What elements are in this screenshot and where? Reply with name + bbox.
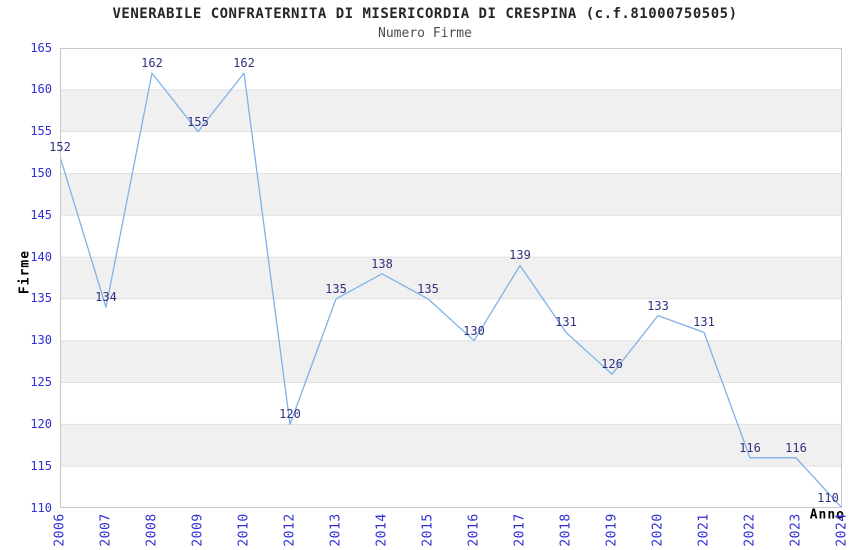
x-tick-label: 2015 (420, 513, 436, 547)
x-tick-label: 2008 (144, 513, 160, 547)
x-tick-label: 2014 (374, 513, 390, 547)
plot-border (60, 48, 842, 508)
data-label: 120 (279, 407, 301, 422)
y-tick-label: 145 (30, 207, 52, 222)
data-label: 116 (785, 440, 807, 455)
data-label: 135 (417, 281, 439, 296)
data-label: 131 (555, 315, 577, 330)
x-tick-label: 2009 (190, 513, 206, 547)
plot-band (60, 340, 842, 383)
plot-band (60, 173, 842, 216)
series-line (60, 72, 842, 508)
plot-band (60, 215, 842, 258)
y-tick-label: 160 (30, 82, 52, 97)
x-tick-label: 2024 (834, 513, 850, 547)
y-tick-label: 110 (30, 500, 52, 515)
plot-band (60, 131, 842, 174)
data-label: 152 (49, 139, 71, 154)
plot-band (60, 382, 842, 425)
y-tick-label: 150 (30, 165, 52, 180)
x-tick-label: 2012 (282, 513, 298, 547)
x-tick-label: 2013 (328, 513, 344, 547)
data-label: 155 (187, 114, 209, 129)
x-tick-label: 2007 (98, 513, 114, 547)
x-tick-label: 2022 (742, 513, 758, 547)
data-label: 138 (371, 256, 393, 271)
y-tick-label: 155 (30, 124, 52, 139)
data-label: 133 (647, 298, 669, 313)
x-tick-label: 2023 (788, 513, 804, 547)
data-label: 162 (141, 56, 163, 71)
chart-subtitle: Numero Firme (378, 26, 472, 41)
data-label: 126 (601, 357, 623, 372)
x-tick-label: 2017 (512, 513, 528, 547)
x-tick-label: 2016 (466, 513, 482, 547)
data-label: 130 (463, 323, 485, 338)
y-tick-label: 130 (30, 333, 52, 348)
x-tick-label: 2018 (558, 513, 574, 547)
y-tick-label: 125 (30, 375, 52, 390)
x-tick-label: 2010 (236, 513, 252, 547)
plot-band (60, 424, 842, 467)
y-tick-label: 115 (30, 458, 52, 473)
data-label: 139 (509, 248, 531, 263)
data-label: 116 (739, 440, 761, 455)
y-tick-label: 135 (30, 291, 52, 306)
x-tick-label: 2021 (696, 513, 712, 547)
data-label: 134 (95, 290, 117, 305)
x-tick-label: 2006 (52, 513, 68, 547)
x-tick-label: 2019 (604, 513, 620, 547)
y-tick-label: 120 (30, 416, 52, 431)
plot-band (60, 48, 842, 90)
x-axis-title: Anno (809, 507, 845, 523)
data-label: 135 (325, 281, 347, 296)
x-tick-label: 2020 (650, 513, 666, 547)
chart-title: VENERABILE CONFRATERNITA DI MISERICORDIA… (112, 6, 738, 22)
y-tick-label: 140 (30, 249, 52, 264)
y-tick-label: 165 (30, 40, 52, 55)
plot-area (60, 48, 842, 508)
data-label: 110 (817, 491, 839, 505)
data-label: 162 (233, 56, 255, 71)
plot-band (60, 257, 842, 299)
data-label: 131 (693, 315, 715, 330)
plot-band (60, 89, 842, 132)
plot-band (60, 466, 842, 508)
